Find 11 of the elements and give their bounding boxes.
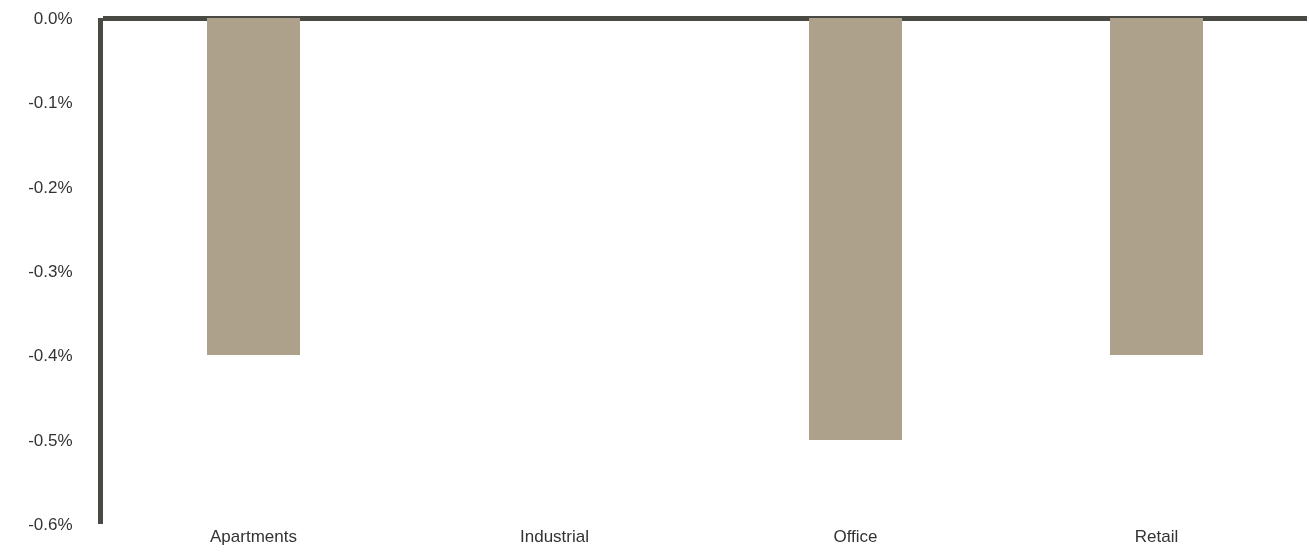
x-tick-label: Apartments: [210, 527, 297, 546]
x-tick-label: Office: [833, 527, 878, 546]
x-tick-label: Retail: [1134, 527, 1179, 546]
y-tick-label: 0.0%: [33, 8, 73, 28]
y-tick-label: -0.3%: [28, 261, 73, 281]
y-tick-label: -0.6%: [28, 514, 73, 534]
y-tick-label: -0.4%: [28, 346, 73, 366]
y-tick-label: -0.5%: [28, 430, 73, 450]
y-tick-label: -0.2%: [28, 177, 73, 197]
y-tick-label: -0.1%: [28, 93, 73, 113]
x-tick-label: Industrial: [520, 527, 589, 546]
